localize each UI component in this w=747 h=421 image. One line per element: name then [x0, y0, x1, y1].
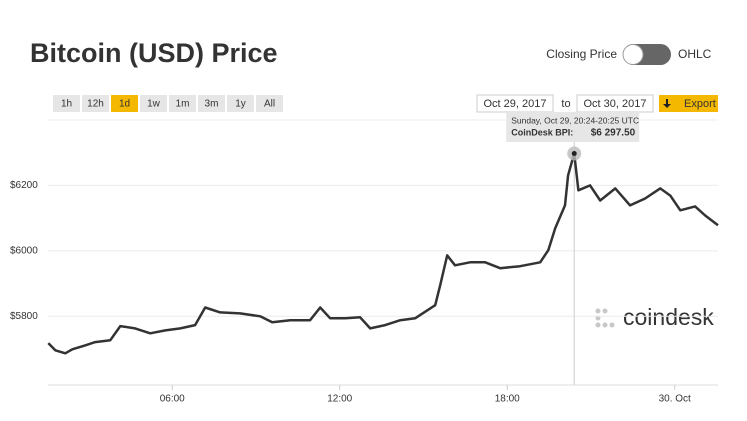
toggle-right-label: OHLC: [678, 47, 712, 61]
range-button[interactable]: [53, 95, 80, 112]
y-tick-label: $5800: [10, 311, 38, 322]
range-button[interactable]: [111, 95, 138, 112]
watermark: coindesk: [623, 304, 714, 330]
y-tick-label: $6000: [10, 246, 38, 257]
toggle-left-label: Closing Price: [546, 47, 617, 61]
range-button[interactable]: [198, 95, 225, 112]
export-icon: [663, 99, 671, 108]
tooltip-box: [506, 112, 640, 142]
tooltip-value: $6 297.50: [591, 128, 636, 139]
tooltip-date: Sunday, Oct 29, 20:24-20:25 UTC: [511, 115, 639, 125]
date-sep: to: [561, 98, 570, 110]
range-button[interactable]: [82, 95, 109, 112]
x-tick-label: 30. Oct: [659, 394, 691, 405]
range-button[interactable]: [256, 95, 283, 112]
export-button[interactable]: [659, 95, 718, 112]
x-tick-label: 12:00: [327, 394, 352, 405]
range-label: 1m: [176, 99, 190, 110]
export-label: Export: [684, 98, 716, 110]
range-button[interactable]: [227, 95, 254, 112]
watermark-icon: [595, 308, 615, 328]
toggle-knob: [622, 44, 644, 65]
range-label: 1h: [61, 99, 72, 110]
date-to: Oct 30, 2017: [584, 98, 647, 110]
x-tick-label: 18:00: [495, 394, 520, 405]
range-label: 1w: [147, 99, 161, 110]
x-tick-label: 06:00: [160, 394, 185, 405]
range-label: 1y: [235, 99, 246, 110]
y-tick-label: $6200: [10, 180, 38, 191]
date-from: Oct 29, 2017: [484, 98, 547, 110]
chart-title: Bitcoin (USD) Price: [30, 38, 278, 68]
hover-dot: [571, 151, 577, 157]
range-label: All: [264, 99, 275, 110]
price-line: [47, 152, 719, 355]
range-button[interactable]: [140, 95, 167, 112]
tooltip-label: CoinDesk BPI:: [511, 127, 573, 137]
range-label: 1d: [119, 99, 130, 110]
range-button[interactable]: [169, 95, 196, 112]
range-label: 12h: [87, 99, 104, 110]
range-label: 3m: [205, 99, 219, 110]
